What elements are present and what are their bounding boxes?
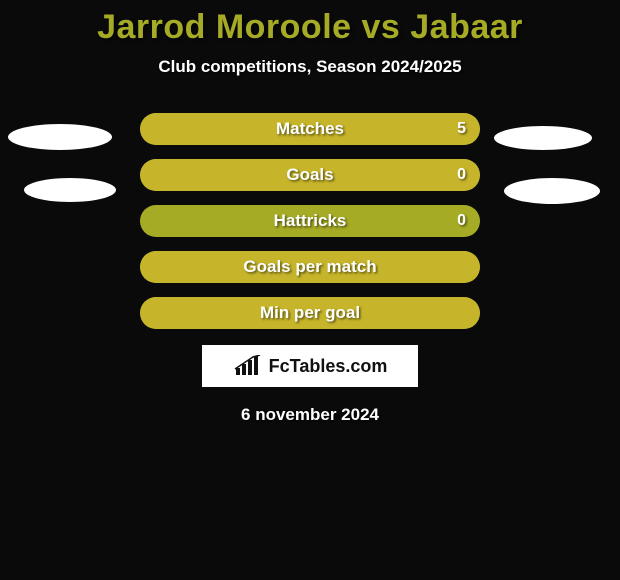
logo-text: FcTables.com bbox=[269, 356, 388, 377]
stat-row: Min per goal bbox=[140, 297, 480, 329]
stat-row: Goals per match bbox=[140, 251, 480, 283]
decorative-ellipse bbox=[494, 126, 592, 150]
stat-label: Goals per match bbox=[140, 257, 480, 277]
stat-value-right: 0 bbox=[457, 212, 466, 230]
stat-label: Matches bbox=[140, 119, 480, 139]
logo-badge: FcTables.com bbox=[202, 345, 418, 387]
decorative-ellipse bbox=[24, 178, 116, 202]
decorative-ellipse bbox=[504, 178, 600, 204]
date-label: 6 november 2024 bbox=[0, 405, 620, 425]
stat-label: Min per goal bbox=[140, 303, 480, 323]
bar-chart-icon bbox=[233, 355, 263, 377]
stat-row: Hattricks0 bbox=[140, 205, 480, 237]
stat-value-right: 0 bbox=[457, 166, 466, 184]
stat-row: Goals0 bbox=[140, 159, 480, 191]
stat-label: Hattricks bbox=[140, 211, 480, 231]
stat-row: Matches5 bbox=[140, 113, 480, 145]
decorative-ellipse bbox=[8, 124, 112, 150]
stat-value-right: 5 bbox=[457, 120, 466, 138]
logo-text-bold: Fc bbox=[269, 356, 290, 376]
page-title: Jarrod Moroole vs Jabaar bbox=[0, 0, 620, 51]
page-subtitle: Club competitions, Season 2024/2025 bbox=[0, 57, 620, 77]
stat-label: Goals bbox=[140, 165, 480, 185]
logo-text-rest: Tables.com bbox=[290, 356, 388, 376]
